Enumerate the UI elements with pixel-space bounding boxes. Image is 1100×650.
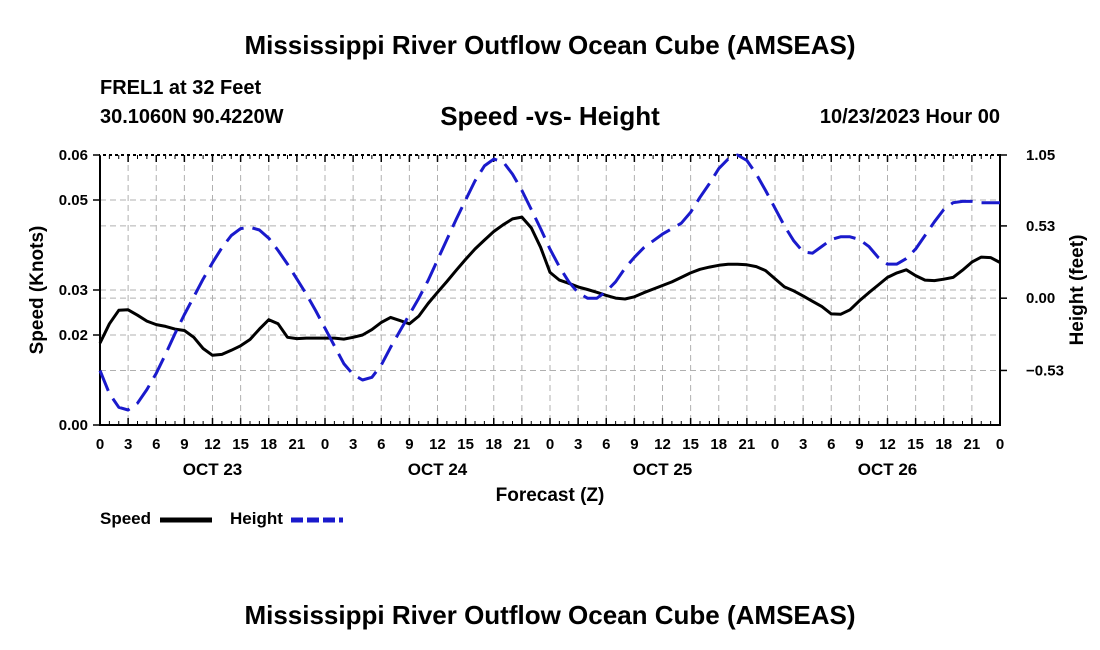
x-tick-label: 18	[485, 436, 502, 453]
chart-subtitle: Speed -vs- Height	[440, 101, 660, 131]
x-tick-label: 0	[96, 436, 104, 453]
x-tick-label: 6	[152, 436, 160, 453]
x-axis-title: Forecast (Z)	[496, 485, 605, 506]
legend-speed-label: Speed	[100, 509, 152, 528]
x-tick-label: 9	[405, 436, 413, 453]
x-tick-label: 0	[546, 436, 554, 453]
speed-series-line	[98, 215, 1001, 357]
y-tick-label: 0.00	[59, 417, 88, 434]
x-day-label: OCT 23	[183, 460, 243, 479]
x-tick-label: 18	[935, 436, 952, 453]
height-series-line	[98, 153, 1000, 412]
x-tick-label: 12	[429, 436, 446, 453]
x-tick-label: 21	[739, 436, 756, 453]
station-label: FREL1 at 32 Feet	[100, 77, 262, 99]
x-tick-label: 9	[180, 436, 188, 453]
x-tick-label: 12	[654, 436, 671, 453]
y2-tick-label: 0.53	[1026, 218, 1055, 235]
x-tick-label: 0	[321, 436, 329, 453]
legend-height-label: Height	[230, 509, 283, 528]
x-tick-label: 3	[124, 436, 132, 453]
x-tick-label: 12	[879, 436, 896, 453]
y2-axis-title: Height (feet)	[1067, 235, 1088, 346]
x-tick-label: 3	[349, 436, 357, 453]
x-tick-label: 18	[710, 436, 727, 453]
y-tick-label: 0.06	[59, 147, 88, 164]
x-tick-label: 0	[996, 436, 1004, 453]
x-tick-label: 3	[799, 436, 807, 453]
y-tick-label: 0.05	[59, 192, 88, 209]
x-day-label: OCT 25	[633, 460, 693, 479]
x-tick-label: 6	[377, 436, 385, 453]
x-tick-label: 3	[574, 436, 582, 453]
x-tick-label: 21	[964, 436, 981, 453]
x-tick-label: 15	[457, 436, 474, 453]
forecast-datetime: 10/23/2023 Hour 00	[819, 106, 1000, 128]
x-tick-label: 15	[682, 436, 699, 453]
x-tick-label: 21	[289, 436, 306, 453]
x-tick-label: 0	[771, 436, 779, 453]
chart-main-title-repeat: Mississippi River Outflow Ocean Cube (AM…	[244, 600, 856, 630]
x-tick-label: 9	[630, 436, 638, 453]
x-tick-label: 21	[514, 436, 531, 453]
y2-tick-label: −0.53	[1026, 362, 1064, 379]
chart-main-title: Mississippi River Outflow Ocean Cube (AM…	[244, 30, 856, 60]
station-coordinates: 30.1060N 90.4220W	[100, 106, 284, 128]
x-tick-label: 6	[827, 436, 835, 453]
y2-tick-label: 1.05	[1026, 147, 1055, 164]
y2-tick-label: 0.00	[1026, 290, 1055, 307]
y-tick-label: 0.03	[59, 282, 88, 299]
x-day-label: OCT 26	[858, 460, 918, 479]
x-tick-label: 15	[232, 436, 249, 453]
x-tick-label: 15	[907, 436, 924, 453]
x-tick-label: 9	[855, 436, 863, 453]
speed-height-chart: 0 3 6 9 12 15 18 21 0 3 6 9 12 15 18 21 0 3 6 9 12 15 18 21 0 3 6 9…	[27, 147, 1088, 523]
x-tick-label: 6	[602, 436, 610, 453]
y-tick-label: 0.02	[59, 327, 88, 344]
x-tick-label: 12	[204, 436, 221, 453]
x-tick-label: 18	[260, 436, 277, 453]
x-day-label: OCT 24	[408, 460, 468, 479]
y-axis-title: Speed (Knots)	[27, 226, 48, 355]
